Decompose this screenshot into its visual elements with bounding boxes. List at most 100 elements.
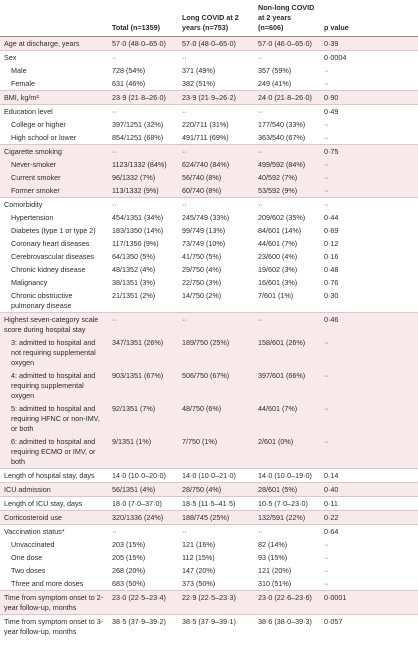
cell: 57·0 (48·0–65·0) <box>108 36 178 51</box>
table-row: Malignancy 38/1351 (3%) 22/750 (3%) 16/601 … <box>0 276 418 289</box>
table-row: ICU admission 56/1351 (4%) 28/750 (4%) 28/6… <box>0 482 418 497</box>
cell: 220/711 (31%) <box>182 119 229 129</box>
cell: 23·9 (21·9–26·2) <box>178 90 254 105</box>
cell: 268 (20%) <box>112 565 146 575</box>
table-row: Length of ICU stay, days 18·0 (7·0–37·0) 1… <box>0 496 418 511</box>
cell: 0·69 <box>324 225 339 235</box>
table-row: Cigarette smoking ·· ·· ·· 0·75 <box>0 144 418 158</box>
cell: 99/749 (13%) <box>182 225 226 235</box>
cell: ·· <box>324 552 329 562</box>
cell: ·· <box>178 312 254 336</box>
row-label: Male <box>11 65 27 75</box>
cell: 28/601 (5%) <box>254 482 320 497</box>
row-label: Diabetes (type 1 or type 2) <box>11 225 96 235</box>
table-row: Education level ·· ·· ·· 0·49 <box>0 104 418 118</box>
cell: 397/1251 (32%) <box>112 119 164 129</box>
table-row: Chronic kidney disease 48/1352 (4%) 29/750… <box>0 263 418 276</box>
row-label: Length of hospital stay, days <box>0 468 108 483</box>
cell: ·· <box>108 144 178 158</box>
cell: 0·0001 <box>320 590 418 615</box>
cell: 117/1350 (9%) <box>112 238 159 248</box>
cell: 249 (41%) <box>258 78 292 88</box>
cell: ·· <box>320 369 418 402</box>
table-row: 4: admitted to hospital and requiring su… <box>0 369 418 402</box>
cell: 506/750 (67%) <box>178 369 254 402</box>
table-row: Two doses 268 (20%) 147 (20%) 121 (20%) ·· <box>0 564 418 577</box>
cell: 205 (15%) <box>112 552 146 562</box>
cell: ·· <box>254 524 320 538</box>
table-row: Comorbidity ·· ·· ·· ·· <box>0 197 418 211</box>
cell: 363/540 (67%) <box>258 132 306 142</box>
cell: ·· <box>324 578 329 588</box>
cell: 82 (14%) <box>258 539 288 549</box>
table-row: Never-smoker 1123/1332 (84%) 624/740 (84%)… <box>0 158 418 171</box>
cell: 7/750 (1%) <box>178 435 254 469</box>
cell: 93 (15%) <box>258 552 288 562</box>
cell: ·· <box>320 197 418 211</box>
cell: 16/601 (3%) <box>258 277 298 287</box>
cell: 44/601 (7%) <box>258 238 298 248</box>
row-label: Comorbidity <box>0 197 108 211</box>
cell: 0·90 <box>320 90 418 105</box>
row-label: Vaccination status* <box>0 524 108 538</box>
cell: ·· <box>320 184 418 198</box>
cell: ·· <box>320 336 418 369</box>
cell: 373 (50%) <box>182 578 216 588</box>
table-row: One dose 205 (15%) 112 (15%) 93 (15%) ·· <box>0 551 418 564</box>
row-label: BMI, kg/m² <box>0 90 108 105</box>
cell: ·· <box>178 104 254 118</box>
cell: 38·5 (37·9–39·2) <box>108 614 178 638</box>
cell: 9/1351 (1%) <box>108 435 178 469</box>
cell: 92/1351 (7%) <box>108 402 178 435</box>
table-row: 5: admitted to hospital and requiring HF… <box>0 402 418 435</box>
column-header: Non-long COVID at 2 years (n=606) <box>254 0 320 37</box>
cell: 854/1251 (68%) <box>112 132 164 142</box>
cell: 23/600 (4%) <box>258 251 298 261</box>
cell: 0·057 <box>320 614 418 638</box>
row-label: Highest seven-category scale score durin… <box>0 312 108 336</box>
table-row: Time from symptom onset to 3-year follow… <box>0 614 418 638</box>
cell: 203 (15%) <box>112 539 146 549</box>
cell: 0·30 <box>324 290 339 300</box>
cell: ·· <box>108 50 178 64</box>
cell: 0·46 <box>320 312 418 336</box>
cell: ·· <box>178 50 254 64</box>
cell: 38·5 (37·9–39·1) <box>178 614 254 638</box>
cell: 24·0 (21·8–26·0) <box>254 90 320 105</box>
row-label: Coronary heart diseases <box>11 238 90 248</box>
cell: 56/740 (8%) <box>178 171 254 184</box>
cell: 371 (49%) <box>182 65 216 75</box>
table-row: Coronary heart diseases 117/1350 (9%) 73/7… <box>0 237 418 250</box>
cell: ·· <box>108 197 178 211</box>
characteristics-table: Total (n=1359) Long COVID at 2 years (n=7… <box>0 0 418 638</box>
column-header: p value <box>320 0 418 37</box>
cell: 40/592 (7%) <box>254 171 320 184</box>
cell: ·· <box>178 524 254 538</box>
cell: 14·0 (10·0–21·0) <box>178 468 254 483</box>
cell: 44/601 (7%) <box>254 402 320 435</box>
table-row: Current smoker 96/1332 (7%) 56/740 (8%) 40/… <box>0 171 418 184</box>
row-label: One dose <box>11 552 43 562</box>
cell: 64/1350 (5%) <box>112 251 156 261</box>
cell: 73/749 (10%) <box>182 238 226 248</box>
table-row: Former smoker 113/1332 (9%) 60/740 (8%) 53/… <box>0 184 418 198</box>
table-row: Hypertension 454/1351 (34%) 245/749 (33%) 2… <box>0 211 418 224</box>
cell: ·· <box>324 565 329 575</box>
cell: 158/601 (26%) <box>254 336 320 369</box>
cell: 454/1351 (34%) <box>112 212 164 222</box>
cell: 96/1332 (7%) <box>108 171 178 184</box>
cell: ·· <box>108 104 178 118</box>
column-header: Long COVID at 2 years (n=753) <box>178 0 254 37</box>
cell: 188/745 (25%) <box>178 510 254 525</box>
cell: 14·0 (10·0–19·0) <box>254 468 320 483</box>
cell: 121 (16%) <box>182 539 216 549</box>
cell: 0·64 <box>320 524 418 538</box>
row-label: Female <box>11 78 35 88</box>
cell: 0·11 <box>320 496 418 511</box>
cell: 147 (20%) <box>182 565 216 575</box>
cell: 19/602 (3%) <box>258 264 298 274</box>
table-row: Unvaccinated 203 (15%) 121 (16%) 82 (14%) ·· <box>0 538 418 551</box>
cell: 0·22 <box>320 510 418 525</box>
cell: ·· <box>324 539 329 549</box>
table-row: Three and more doses 683 (50%) 373 (50%) 31… <box>0 577 418 591</box>
